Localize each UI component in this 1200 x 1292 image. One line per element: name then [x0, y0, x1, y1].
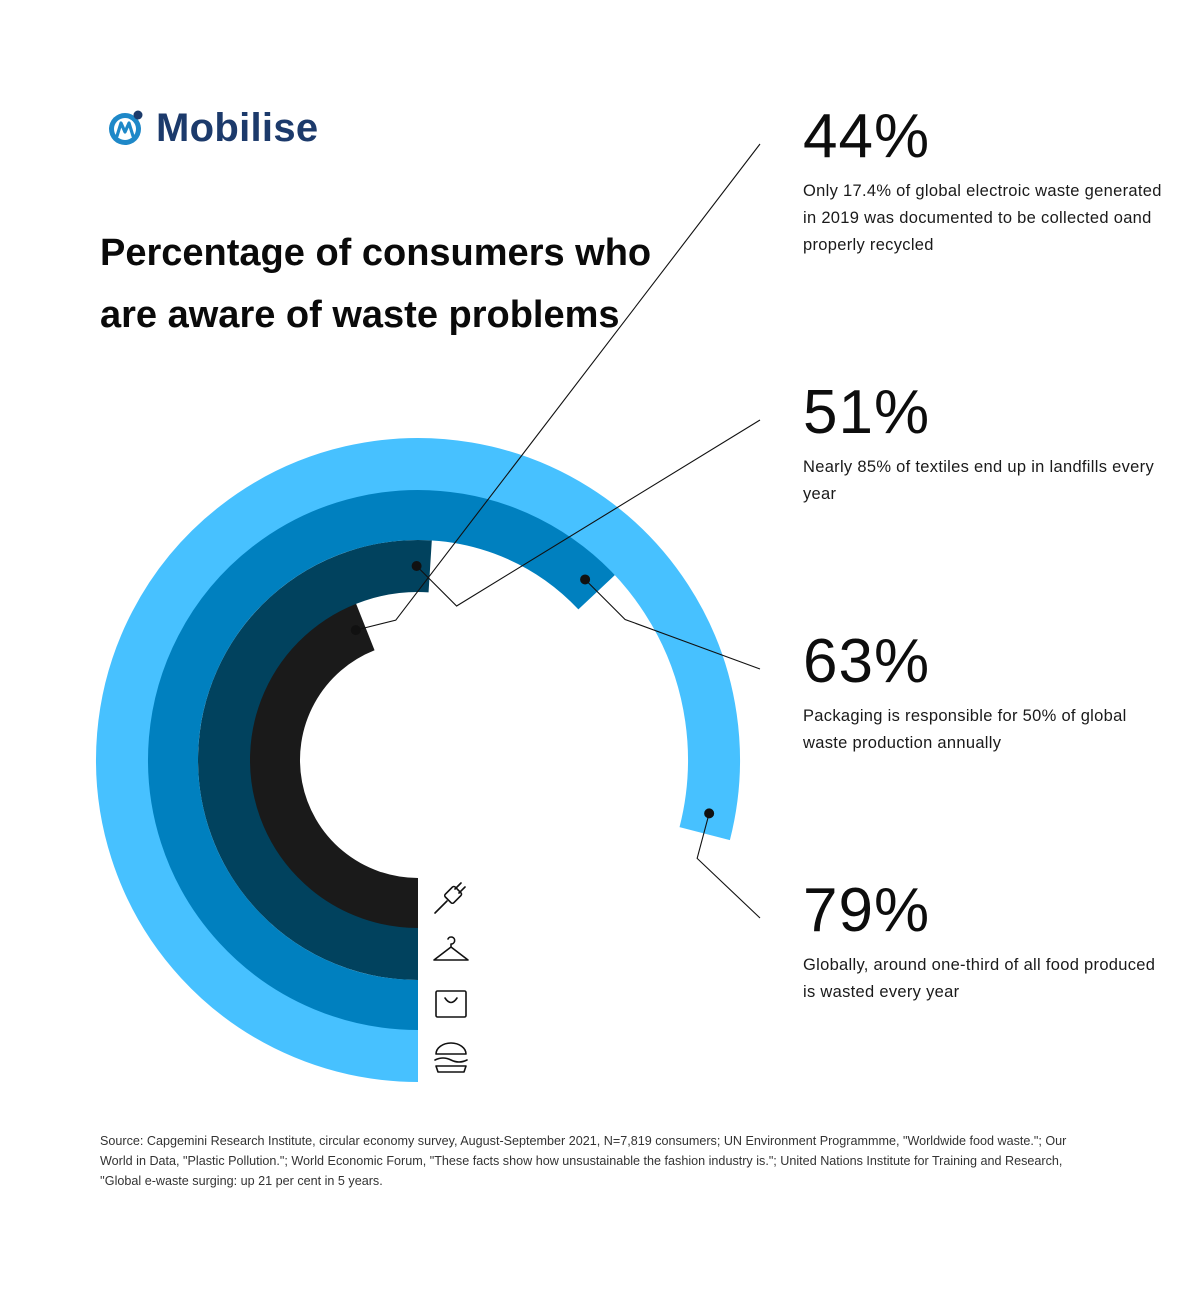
marker-dot-e-waste — [350, 625, 361, 636]
hanger-icon — [433, 936, 469, 961]
stat-textiles: 51% Nearly 85% of textiles end up in lan… — [803, 380, 1163, 508]
bar-textiles — [198, 540, 432, 980]
stat-value: 79% — [803, 876, 931, 945]
marker-dot-textiles — [411, 561, 422, 572]
stat-description: Nearly 85% of textiles end up in landfil… — [803, 458, 1154, 503]
brand-name: Mobilise — [156, 105, 319, 150]
leader-line-textiles — [416, 419, 761, 607]
stat-description: Only 17.4% of global electroic waste gen… — [803, 182, 1162, 254]
brand-logo: Mobilise — [104, 100, 344, 156]
stat-value: 63% — [803, 627, 931, 696]
stat-value: 44% — [803, 102, 931, 171]
stat-description: Packaging is responsible for 50% of glob… — [803, 707, 1127, 752]
bar-food — [96, 438, 740, 1082]
shopping-bag-icon — [435, 990, 467, 1018]
stat-packaging: 63% Packaging is responsible for 50% of … — [803, 629, 1163, 757]
marker-dot-food — [704, 808, 715, 819]
stat-e-waste: 44% Only 17.4% of global electroic waste… — [803, 104, 1163, 259]
marker-dot-packaging — [580, 574, 591, 585]
stat-description: Globally, around one-third of all food p… — [803, 956, 1156, 1001]
plug-icon — [434, 882, 466, 914]
stat-food: 79% Globally, around one-third of all fo… — [803, 878, 1163, 1006]
burger-icon — [434, 1042, 468, 1073]
leader-line-packaging — [584, 579, 761, 670]
bar-e-waste — [248, 601, 419, 930]
chart-title: Percentage of consumers who are aware of… — [100, 232, 652, 336]
stat-value: 51% — [803, 378, 931, 447]
mobilise-logo-icon — [109, 110, 143, 145]
leader-line-e-waste — [355, 143, 761, 631]
source-note: Source: Capgemini Research Institute, ci… — [100, 1134, 1067, 1188]
bar-packaging — [146, 488, 617, 1032]
leader-line-food — [696, 813, 761, 919]
